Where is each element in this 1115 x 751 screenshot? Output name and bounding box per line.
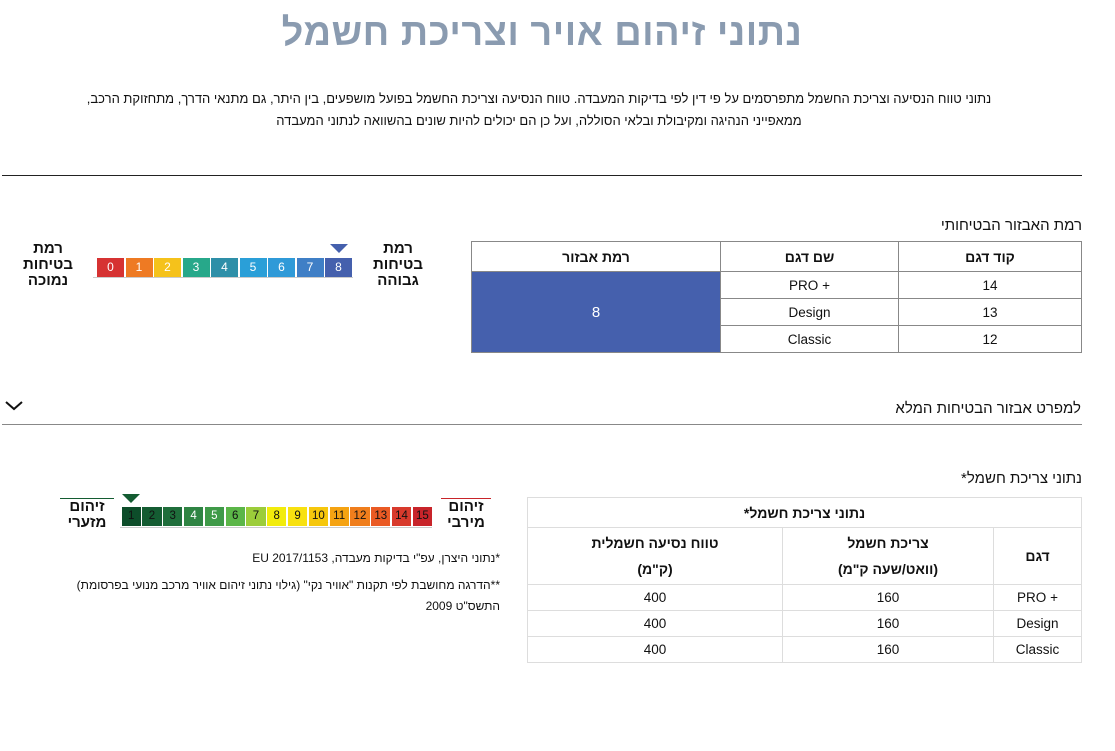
safety-level-pointer-icon bbox=[329, 244, 348, 253]
safety-scale-segment: 8 bbox=[325, 258, 352, 277]
scale-underline bbox=[120, 527, 432, 528]
pollution-level-pointer-icon bbox=[122, 494, 141, 503]
safety-low-label: רמת בטיחות נמוכה bbox=[23, 240, 73, 289]
table-row: 12 Classic bbox=[472, 325, 1082, 353]
footnote-2-cont: התשס"ט 2009 bbox=[425, 599, 500, 613]
range-value: 400 bbox=[527, 636, 783, 663]
safety-scale-segment: 5 bbox=[239, 258, 267, 277]
pollution-scale-segment: 2 bbox=[142, 507, 162, 526]
footnote-1: *נתוני היצרן, עפ"י בדיקות מעבדה, EU 2017… bbox=[252, 551, 500, 565]
pollution-high-label-1: זיהום bbox=[448, 498, 484, 515]
chevron-down-icon[interactable] bbox=[4, 398, 24, 414]
pollution-high-label-2: מירבי bbox=[447, 514, 485, 531]
pollution-scale-segment: 4 bbox=[183, 507, 204, 526]
header-equipment-level: רמת אבזור bbox=[471, 241, 721, 272]
pollution-scale-segment: 12 bbox=[350, 507, 370, 526]
header-consumption-label: צריכת חשמל bbox=[847, 535, 929, 551]
safety-scale-segment: 3 bbox=[182, 258, 210, 277]
pollution-scale-segment: 9 bbox=[287, 507, 308, 526]
header-model-code: קוד דגם bbox=[898, 241, 1082, 272]
model-name: + PRO bbox=[993, 584, 1082, 611]
model-code: 12 bbox=[898, 325, 1082, 353]
electric-section-title: נתוני צריכת חשמל* bbox=[961, 470, 1082, 487]
pollution-low-bar bbox=[60, 498, 114, 499]
safety-spec-accordion[interactable]: למפרט אבזור הבטיחות המלא bbox=[895, 400, 1081, 417]
table-row: 14 + PRO 8 bbox=[471, 271, 1082, 353]
pollution-scale-segment: 3 bbox=[163, 507, 183, 526]
divider bbox=[2, 175, 1082, 176]
pollution-scale-segment: 11 bbox=[329, 507, 349, 526]
consumption-value: 160 bbox=[782, 636, 994, 663]
safety-high-label: רמת בטיחות גבוהה bbox=[373, 240, 423, 289]
pollution-scale-segment: 15 bbox=[412, 507, 432, 526]
pollution-low-label: זיהום מזערי bbox=[60, 499, 114, 531]
pollution-scale-segment: 5 bbox=[204, 507, 224, 526]
model-name: Classic bbox=[993, 636, 1082, 663]
table-row: Classic 160 400 bbox=[527, 636, 1082, 663]
intro-line-2: ממאפייני הנהיגה ומקיבולת ובלאי הסוללה, ו… bbox=[276, 113, 802, 128]
header-range-label: טווח נסיעה חשמלית bbox=[591, 535, 719, 551]
safety-scale-segment: 7 bbox=[296, 258, 324, 277]
table-row: Design 160 400 bbox=[527, 610, 1082, 637]
model-code: 13 bbox=[898, 298, 1082, 326]
safety-scale-segment: 0 bbox=[97, 258, 124, 277]
safety-scale-segment: 1 bbox=[125, 258, 153, 277]
table-row: 13 Design bbox=[472, 298, 1082, 326]
header-range-unit: (ק"מ) bbox=[637, 561, 673, 577]
range-value: 400 bbox=[527, 584, 783, 611]
consumption-value: 160 bbox=[782, 584, 994, 611]
model-name: Design bbox=[993, 610, 1082, 637]
pollution-high-label: זיהום מירבי bbox=[441, 499, 491, 531]
page-title: נתוני זיהום אויר וצריכת חשמל bbox=[281, 12, 803, 54]
scale-underline bbox=[93, 277, 353, 278]
pollution-scale-segment: 1 bbox=[121, 507, 141, 526]
consumption-value: 160 bbox=[782, 610, 994, 637]
footnote-2: **הדרגה מחושבת לפי תקנות "אוויר נקי" (גי… bbox=[76, 578, 500, 592]
pollution-scale-segment: 10 bbox=[308, 507, 328, 526]
model-name: Classic bbox=[720, 325, 899, 353]
pollution-low-label-2: מזערי bbox=[67, 514, 107, 531]
safety-table: קוד דגם שם דגם רמת אבזור 14 + PRO 8 13 D… bbox=[471, 241, 1082, 353]
model-name: Design bbox=[720, 298, 899, 326]
pollution-low-label-1: זיהום bbox=[69, 498, 105, 515]
pollution-scale-segment: 13 bbox=[371, 507, 391, 526]
pollution-scale-segment: 6 bbox=[225, 507, 245, 526]
pollution-scale-segment: 14 bbox=[391, 507, 412, 526]
pollution-scale-segment: 8 bbox=[267, 507, 287, 526]
model-code: 14 bbox=[898, 271, 1082, 299]
safety-scale-segment: 2 bbox=[154, 258, 181, 277]
intro-line-1: נתוני טווח הנסיעה וצריכת החשמל מתפרסמים … bbox=[86, 91, 992, 106]
header-consumption-unit: (וואט/שעה ק"מ) bbox=[837, 561, 939, 577]
table-row: + PRO 160 400 bbox=[527, 584, 1082, 611]
model-name: + PRO bbox=[720, 271, 899, 299]
intro-text: נתוני טווח הנסיעה וצריכת החשמל מתפרסמים … bbox=[10, 88, 1068, 132]
equipment-level-value: 8 bbox=[471, 271, 721, 353]
pollution-high-bar bbox=[441, 498, 491, 499]
header-model: דגם bbox=[993, 527, 1082, 585]
safety-section-title: רמת האבזור הבטיחותי bbox=[940, 217, 1082, 234]
range-value: 400 bbox=[527, 610, 783, 637]
electric-table: נתוני צריכת חשמל* דגם צריכת חשמל (וואט/ש… bbox=[527, 497, 1082, 663]
header-range: טווח נסיעה חשמלית (ק"מ) bbox=[527, 527, 783, 585]
safety-scale-segment: 4 bbox=[211, 258, 238, 277]
pollution-scale: זיהום מירבי זיהום מזערי 15 14 13 12 11 10 9 8 7 6… bbox=[58, 494, 491, 534]
pollution-scale-segment: 7 bbox=[246, 507, 266, 526]
divider bbox=[2, 424, 1082, 425]
safety-scale-segment: 6 bbox=[268, 258, 295, 277]
electric-table-caption: נתוני צריכת חשמל* bbox=[527, 497, 1082, 528]
header-consumption: צריכת חשמל (וואט/שעה ק"מ) bbox=[782, 527, 994, 585]
header-model-name: שם דגם bbox=[720, 241, 899, 272]
